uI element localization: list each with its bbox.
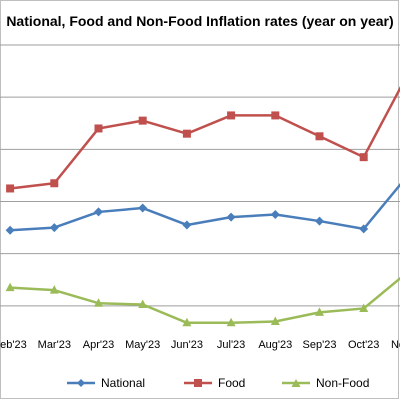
data-point-non-food xyxy=(226,317,236,327)
legend-marker-food xyxy=(184,379,212,387)
x-tick-label: May'23 xyxy=(125,339,160,351)
x-tick-label: Feb'23 xyxy=(0,339,27,351)
x-tick-label: Aug'23 xyxy=(258,339,292,351)
legend-label-food: Food xyxy=(218,376,246,390)
data-point-national xyxy=(138,203,148,213)
x-tick-label: Nov'23 xyxy=(391,339,400,351)
x-tick-label: Jul'23 xyxy=(217,339,245,351)
data-point-national xyxy=(359,224,369,234)
data-point-national xyxy=(226,212,236,222)
legend-item-food: Food xyxy=(184,374,245,392)
data-point-non-food xyxy=(5,282,15,292)
legend-label-non-food: Non-Food xyxy=(316,376,370,390)
data-point-non-food xyxy=(270,316,280,325)
data-point-food xyxy=(94,124,103,133)
x-tick-label: Sep'23 xyxy=(303,339,337,351)
data-point-non-food xyxy=(359,303,369,312)
data-point-food xyxy=(138,116,147,125)
data-point-non-food xyxy=(49,285,59,294)
data-point-non-food xyxy=(182,317,192,327)
data-point-non-food xyxy=(315,307,324,316)
chart-title: National, Food and Non-Food Inflation ra… xyxy=(6,13,394,29)
data-point-food xyxy=(227,111,236,120)
data-point-national xyxy=(182,220,192,230)
data-point-food xyxy=(182,129,191,138)
legend-marker-non-food xyxy=(282,379,310,387)
legend-item-non-food: Non-Food xyxy=(282,374,369,392)
data-point-national xyxy=(5,225,15,235)
data-point-non-food xyxy=(138,299,148,309)
data-point-non-food xyxy=(94,298,103,307)
legend-item-national: National xyxy=(67,374,145,392)
series-line-food xyxy=(9,85,400,190)
data-point-food xyxy=(315,132,324,141)
data-point-national xyxy=(270,210,280,220)
data-point-food xyxy=(6,184,15,193)
data-point-food xyxy=(359,153,368,162)
legend-label-national: National xyxy=(101,376,146,390)
x-axis-labels: Feb'23 Mar'23 Apr'23 May'23 Jun'23 Jul'23 Aug'… xyxy=(0,339,400,351)
data-point-food xyxy=(50,179,59,188)
data-point-food xyxy=(271,111,280,120)
data-point-national xyxy=(94,207,103,217)
x-tick-label: Oct'23 xyxy=(348,339,379,351)
gridlines xyxy=(0,44,400,307)
data-point-national xyxy=(315,216,324,226)
legend: National Food Non-Food xyxy=(0,374,400,394)
x-tick-label: Mar'23 xyxy=(38,339,71,351)
data-point-national xyxy=(49,223,59,233)
legend-marker-national xyxy=(67,379,95,387)
series-line-national xyxy=(10,183,400,232)
x-tick-label: Jun'23 xyxy=(171,339,203,351)
series-line-non-food xyxy=(10,276,400,325)
x-tick-label: Apr'23 xyxy=(83,339,114,351)
series-lines xyxy=(5,85,400,327)
